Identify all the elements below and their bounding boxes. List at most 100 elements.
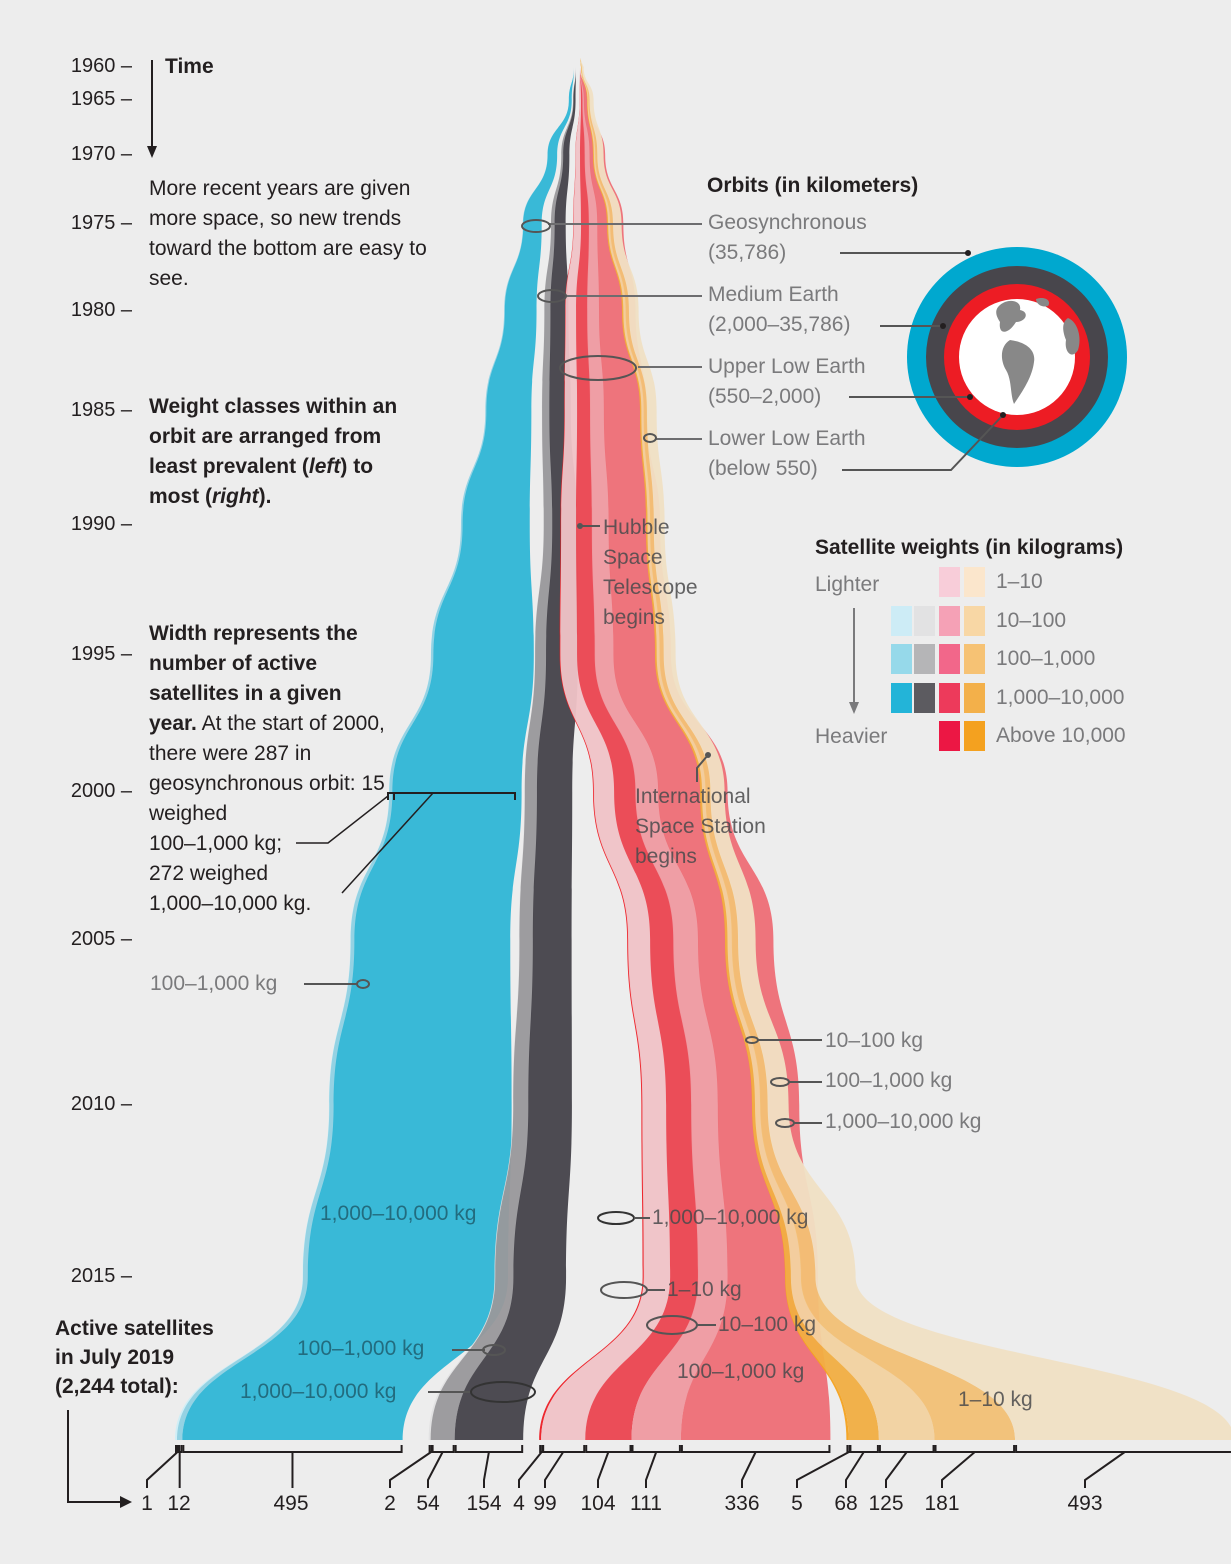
legend-heavier: Heavier — [815, 725, 888, 748]
legend-swatch — [964, 683, 985, 713]
count-leader — [645, 1451, 658, 1488]
orbit-name-3: Lower Low Earth — [708, 427, 866, 450]
count-label: 1 — [141, 1492, 153, 1515]
time-label: Time — [165, 55, 214, 78]
active-satellites-title: Active satellites in July 2019 (2,244 to… — [55, 1314, 214, 1401]
active-title-line: Active satellites — [55, 1317, 214, 1340]
count-leader — [741, 1451, 757, 1488]
orbits-title: Orbits (in kilometers) — [707, 174, 919, 197]
year-tick: 1995 – — [70, 643, 132, 665]
earth-icon — [959, 297, 1080, 415]
ule-1-10-label: 1–10 kg — [667, 1278, 742, 1301]
weight-note-part: ). — [258, 485, 272, 508]
meo-1000-10000-label: 1,000–10,000 kg — [240, 1380, 397, 1403]
legend-swatch — [914, 683, 935, 713]
orbit-name-0: Geosynchronous — [708, 211, 867, 234]
ule-10-100-label: 10–100 kg — [718, 1313, 817, 1336]
iss-label: begins — [635, 845, 697, 868]
year-tick: 2000 – — [70, 780, 132, 802]
time-note: More recent years are given more space, … — [149, 177, 427, 290]
legend-swatch — [914, 644, 935, 674]
year-tick: 2010 – — [70, 1093, 132, 1115]
count-label: 495 — [273, 1492, 309, 1515]
count-label: 12 — [167, 1492, 191, 1515]
iss-label: Space Station — [635, 815, 766, 838]
count-label: 336 — [724, 1492, 760, 1515]
count-leader — [845, 1451, 865, 1488]
hubble-label: begins — [603, 606, 665, 629]
stream-band-upper-low-earth-10-100 — [580, 58, 729, 1440]
count-leader — [518, 1451, 543, 1488]
legend-swatch — [891, 606, 912, 636]
meo-100-1000-label: 100–1,000 kg — [297, 1337, 425, 1360]
active-title-line: in July 2019 — [55, 1346, 175, 1369]
legend-swatch — [939, 644, 960, 674]
orbit-range-2: (550–2,000) — [708, 385, 822, 408]
legend-weight-label: Above 10,000 — [996, 724, 1126, 747]
count-leader — [146, 1451, 179, 1488]
count-label: 54 — [416, 1492, 440, 1515]
width-note-rest: At the start of 2000, there were 287 in … — [149, 712, 385, 825]
legend-swatch — [939, 721, 960, 751]
count-label: 181 — [924, 1492, 960, 1515]
count-label: 154 — [466, 1492, 502, 1515]
count-label: 5 — [791, 1492, 803, 1515]
weight-order-note: Weight classes within an orbit are arran… — [149, 392, 419, 512]
legend-weight-label: 1,000–10,000 — [996, 686, 1125, 709]
width-note-bold: Width represents the number of active sa… — [149, 622, 358, 735]
count-label: 99 — [533, 1492, 557, 1515]
legend-weight-label: 10–100 — [996, 609, 1067, 632]
callout-ring — [643, 433, 657, 443]
weight-note-right: right — [212, 485, 259, 508]
legend-swatch — [939, 683, 960, 713]
legend-weight-label: 1–10 — [996, 570, 1043, 593]
geo-1000-10000-label: 1,000–10,000 kg — [320, 1202, 477, 1225]
width-note: Width represents the number of active sa… — [149, 619, 394, 919]
count-label: 111 — [630, 1492, 662, 1515]
heavier-arrow-icon — [849, 608, 859, 714]
weight-note-left: left — [308, 455, 341, 478]
year-tick: 2015 – — [70, 1265, 132, 1287]
active-arrow-icon — [67, 1410, 132, 1508]
count-leader — [389, 1451, 432, 1488]
width-note-line: 1,000–10,000 kg. — [149, 892, 312, 915]
orbit-range-1: (2,000–35,786) — [708, 313, 851, 336]
lle-1-10-label: 1–10 kg — [958, 1388, 1033, 1411]
year-tick: 1960 – — [70, 55, 132, 77]
hubble-label: Space — [603, 546, 663, 569]
count-leader — [483, 1451, 490, 1488]
orbit-name-1: Medium Earth — [708, 283, 839, 306]
legend-swatch — [964, 606, 985, 636]
year-tick: 1970 – — [70, 143, 132, 165]
year-tick: 1990 – — [70, 513, 132, 535]
year-tick: 1985 – — [70, 399, 132, 421]
count-leader — [885, 1451, 908, 1488]
count-label: 125 — [868, 1492, 904, 1515]
legend-swatch — [939, 606, 960, 636]
count-label: 104 — [580, 1492, 616, 1515]
weight-note-part: Weight classes within an orbit are arran… — [149, 395, 398, 478]
count-leader — [544, 1451, 565, 1488]
orbit-name-2: Upper Low Earth — [708, 355, 866, 378]
legend-swatch — [891, 644, 912, 674]
count-leader — [597, 1451, 610, 1488]
active-title-line: (2,244 total): — [55, 1375, 179, 1398]
count-label: 4 — [513, 1492, 525, 1515]
lle-100-1000-label: 100–1,000 kg — [825, 1069, 953, 1092]
weight-note-part: ) to most ( — [149, 455, 374, 508]
width-note-line: 100–1,000 kg; — [149, 832, 283, 855]
legend-swatch — [891, 683, 912, 713]
hubble-label: Hubble — [603, 516, 670, 539]
count-label: 493 — [1067, 1492, 1103, 1515]
count-leader — [796, 1451, 850, 1488]
count-leader — [1084, 1451, 1126, 1488]
lle-1000-10000-label: 1,000–10,000 kg — [825, 1110, 982, 1133]
year-tick: 1980 – — [70, 299, 132, 321]
year-tick: 1965 – — [70, 88, 132, 110]
